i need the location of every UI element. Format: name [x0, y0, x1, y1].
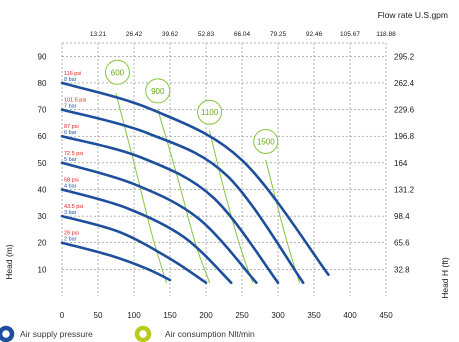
x-tick-label: 350 — [307, 311, 321, 320]
pressure-curve-6bar — [60, 134, 280, 284]
air-line-1100 — [209, 130, 254, 284]
air-bubble-label: 1100 — [201, 108, 219, 117]
psi-label: 43.5 psi — [64, 204, 83, 210]
y-right-axis-title: Head H (ft) — [440, 257, 450, 299]
pressure-curve-7bar — [60, 108, 305, 284]
pressure-curve-4bar — [60, 188, 233, 284]
y-tick-label: 10 — [38, 265, 47, 274]
x-top-tick-label: 39.62 — [162, 31, 179, 38]
y-right-tick-label: 32.8 — [394, 265, 410, 274]
x-top-tick-labels: 13.21 26.42 39.62 52.83 66.04 79.25 92.46 105.6… — [90, 31, 396, 38]
bar-label: 3 bar — [64, 210, 77, 216]
x-tick-label: 50 — [94, 311, 103, 320]
pressure-legend-label: Air supply pressure — [20, 329, 93, 339]
y-right-tick-label: 262.4 — [394, 79, 415, 88]
air-bubble-1100 — [197, 99, 223, 125]
x-tick-label: 150 — [163, 311, 177, 320]
psi-label: 58 psi — [64, 177, 79, 183]
y-right-tick-label: 98.4 — [394, 212, 410, 221]
y-tick-label: 70 — [38, 106, 47, 115]
y-tick-label: 80 — [38, 79, 47, 88]
x-tick-labels: 0 50 100 150 200 250 300 350 400 450 — [60, 311, 393, 320]
y-right-tick-label: 295.2 — [394, 52, 415, 61]
x-top-tick-label: 92.46 — [306, 31, 323, 38]
x-tick-label: 250 — [235, 311, 249, 320]
x-tick-label: 450 — [379, 311, 393, 320]
psi-label: 101.5 psi — [64, 98, 86, 104]
air-legend-icon — [134, 325, 152, 342]
legend: Air supply pressure Air consumption Nlt/… — [0, 325, 255, 342]
y-right-tick-label: 65.6 — [394, 239, 410, 248]
y-axis-title: Head (m) — [4, 244, 14, 280]
y-tick-label: 90 — [38, 52, 47, 61]
pressure-legend-icon — [0, 325, 15, 342]
air-bubble-label: 1500 — [257, 138, 275, 147]
air-bubble-label: 600 — [111, 68, 125, 77]
y-tick-label: 20 — [38, 239, 47, 248]
y-right-tick-label: 131.2 — [394, 185, 415, 194]
bar-label: 7 bar — [64, 104, 77, 110]
x-top-tick-label: 105.67 — [340, 31, 360, 38]
x-top-tick-label: 52.83 — [198, 31, 215, 38]
bar-label: 8 bar — [64, 77, 77, 83]
x-top-tick-label: 66.04 — [234, 31, 251, 38]
bar-label: 2 bar — [64, 237, 77, 243]
air-bubble-900 — [145, 78, 171, 104]
x-top-axis-title: Flow rate U.S.gpm — [378, 10, 448, 20]
bar-label: 5 bar — [64, 157, 77, 163]
x-top-tick-label: 13.21 — [90, 31, 107, 38]
y-tick-labels: 10 20 30 40 50 60 70 80 90 — [38, 52, 47, 274]
air-bubble-label: 900 — [151, 87, 165, 96]
y-tick-label: 60 — [38, 132, 47, 141]
air-bubble-1500 — [253, 129, 279, 155]
air-consumption-bubbles: 600 900 1100 1500 — [104, 59, 279, 155]
pressure-curve-5bar — [60, 161, 258, 284]
pressure-curves — [60, 81, 330, 284]
y-tick-label: 30 — [38, 212, 47, 221]
y-right-tick-label: 196.8 — [394, 132, 415, 141]
y-tick-label: 40 — [38, 185, 47, 194]
air-legend-label: Air consumption Nlt/min — [165, 329, 255, 339]
x-top-tick-label: 26.42 — [126, 31, 143, 38]
psi-label: 29 psi — [64, 231, 79, 237]
x-tick-label: 0 — [60, 311, 65, 320]
air-line-600 — [115, 93, 167, 284]
x-tick-label: 100 — [127, 311, 141, 320]
y-right-tick-label: 164 — [394, 159, 408, 168]
x-tick-label: 200 — [199, 311, 213, 320]
y-right-tick-label: 229.6 — [394, 106, 415, 115]
pressure-curve-3bar — [60, 214, 208, 284]
bar-label: 4 bar — [64, 183, 77, 189]
y-right-tick-labels: 32.8 65.6 98.4 131.2 164 196.8 229.6 262.4 295.2 — [394, 52, 415, 274]
x-top-tick-label: 118.88 — [376, 31, 396, 38]
x-tick-label: 400 — [343, 311, 357, 320]
x-top-tick-label: 79.25 — [270, 31, 287, 38]
y-tick-label: 50 — [38, 159, 47, 168]
air-line-1500 — [265, 159, 301, 284]
pressure-curve-2bar — [60, 241, 172, 282]
psi-label: 116 psi — [64, 71, 81, 77]
x-tick-label: 300 — [271, 311, 285, 320]
pressure-curve-8bar — [60, 81, 330, 276]
psi-label: 72.5 psi — [64, 151, 83, 157]
bar-label: 6 bar — [64, 130, 77, 136]
psi-label: 87 psi — [64, 124, 79, 130]
air-line-900 — [157, 109, 211, 284]
air-bubble-600 — [104, 59, 130, 85]
